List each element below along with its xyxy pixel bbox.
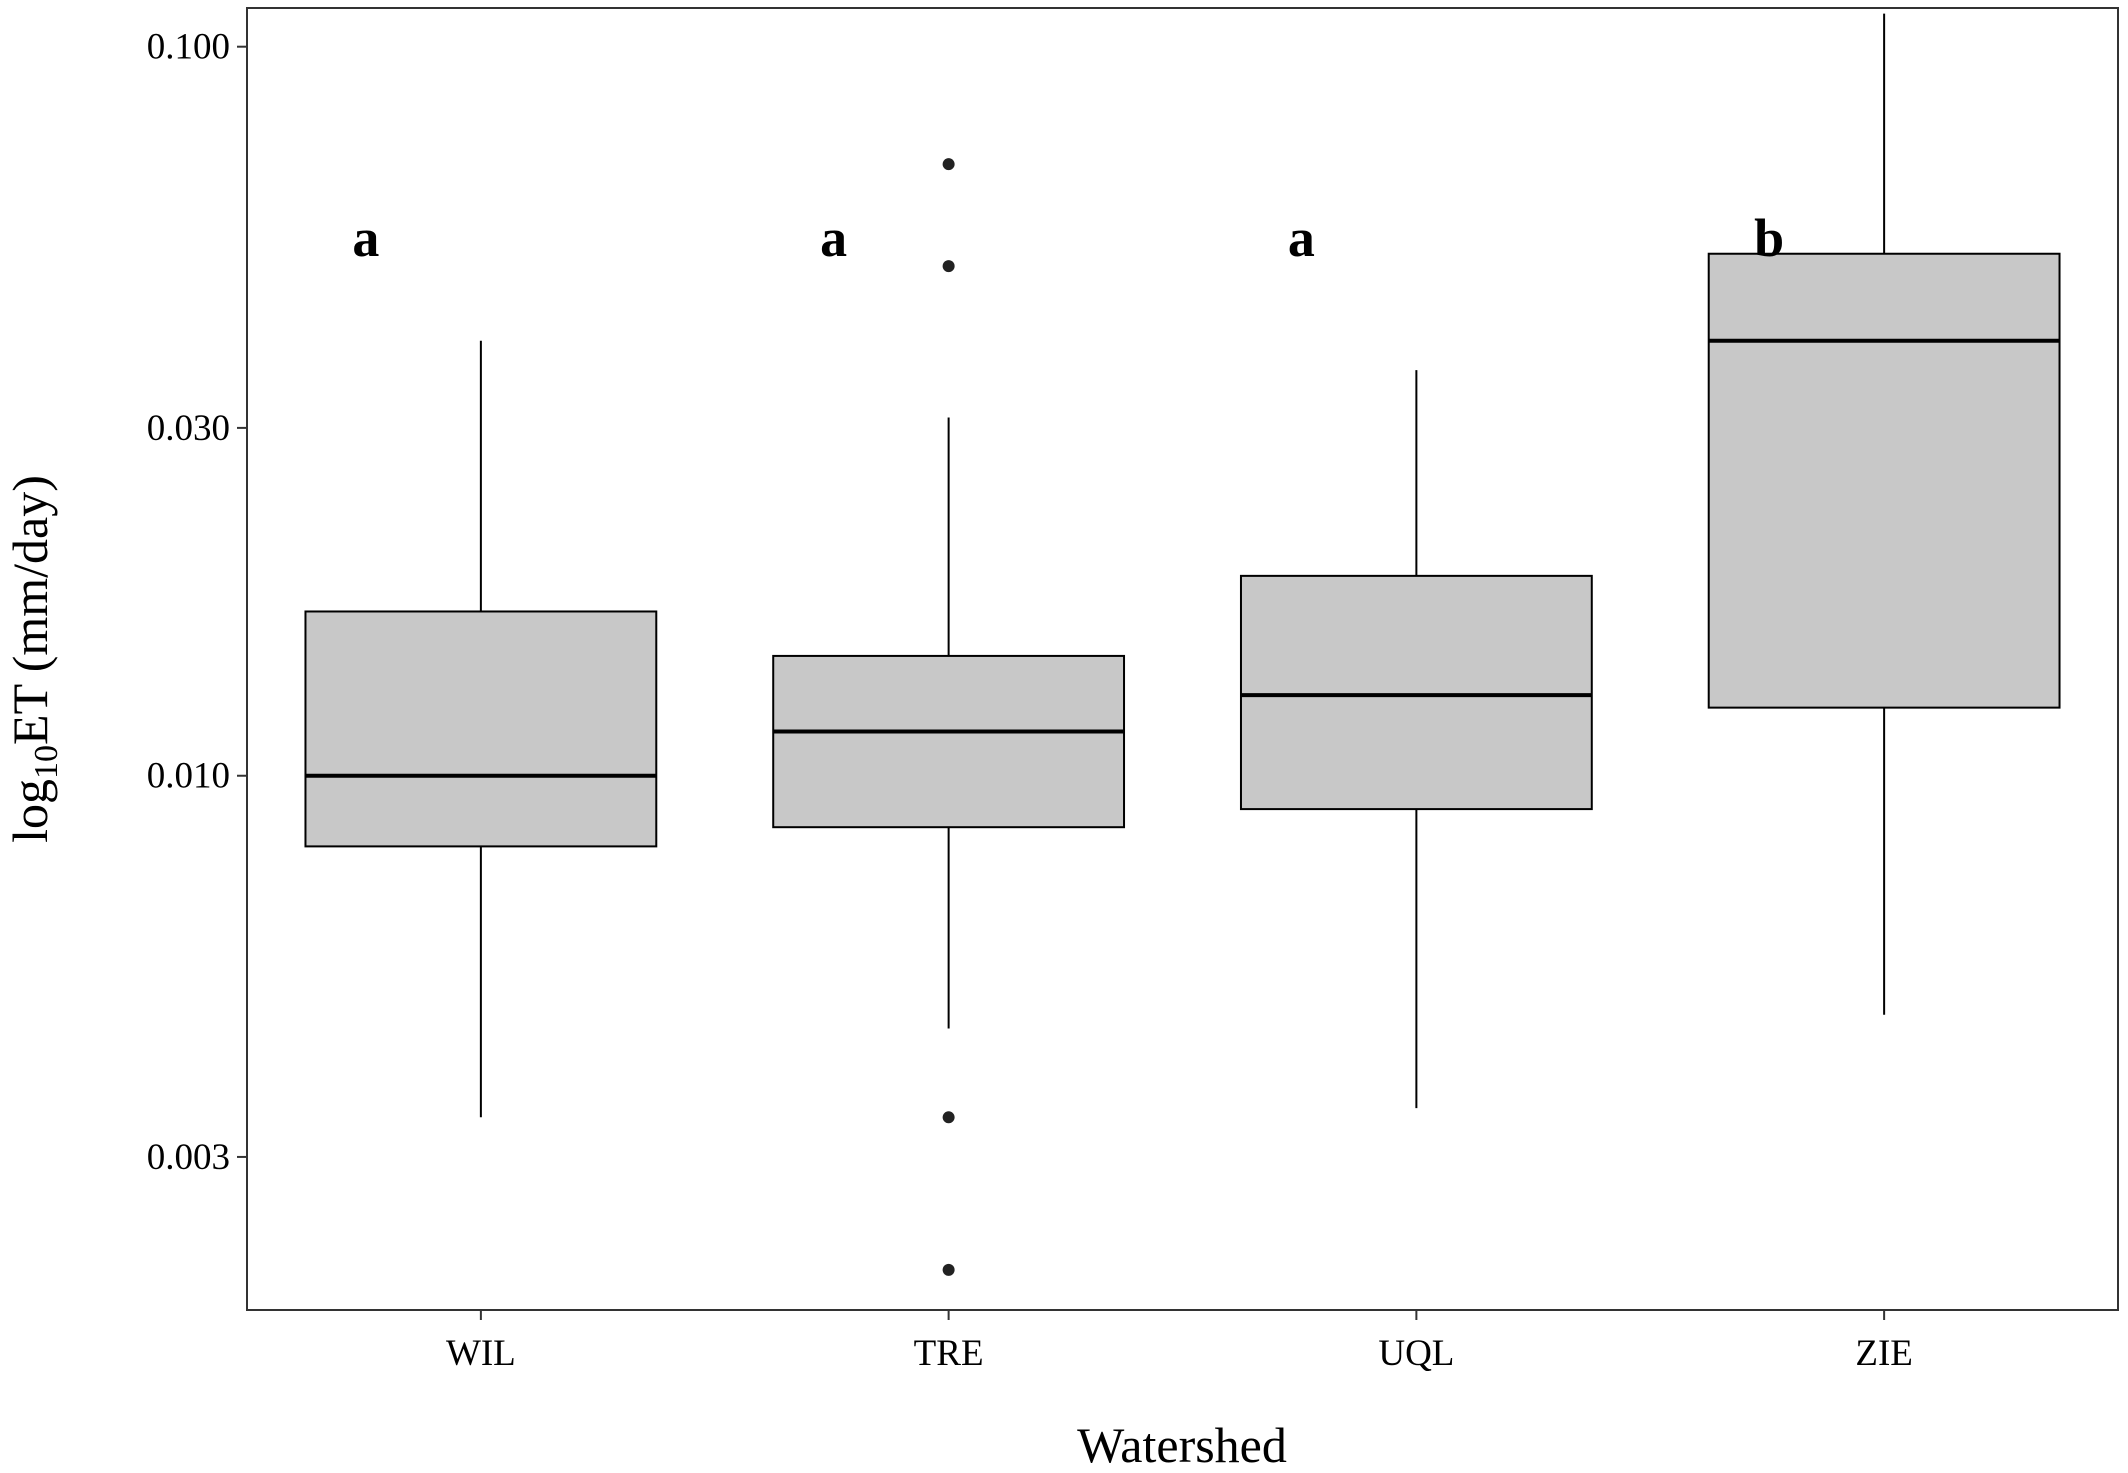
y-axis-title-subscript: 10 bbox=[28, 745, 65, 779]
y-axis: 0.003 0.010 0.030 0.100 bbox=[147, 27, 247, 1178]
y-axis-title: log10ET (mm/day) bbox=[2, 475, 65, 843]
group-letter: a bbox=[352, 208, 379, 268]
iqr-box bbox=[772, 654, 1126, 829]
iqr-box bbox=[1239, 574, 1593, 811]
x-axis: WIL TRE UQL ZIE bbox=[446, 1310, 1913, 1374]
iqr-box bbox=[304, 610, 658, 848]
x-tick-label: WIL bbox=[446, 1333, 516, 1374]
y-axis-title-prefix: log bbox=[2, 779, 58, 843]
iqr-box bbox=[1707, 252, 2061, 709]
outlier-point bbox=[942, 1263, 955, 1276]
y-axis-title-suffix: ET (mm/day) bbox=[2, 475, 58, 745]
outlier-point bbox=[942, 158, 955, 171]
group-letter: b bbox=[1754, 208, 1784, 268]
y-tick-label: 0.010 bbox=[147, 756, 230, 797]
outlier-point bbox=[942, 260, 955, 273]
box-zie bbox=[1707, 13, 2061, 1015]
x-tick-label: UQL bbox=[1378, 1333, 1454, 1374]
y-tick-label: 0.003 bbox=[147, 1137, 230, 1178]
box-uql bbox=[1239, 370, 1593, 1109]
x-tick-label: ZIE bbox=[1855, 1333, 1913, 1374]
boxes-layer bbox=[304, 13, 2061, 1276]
group-letter: a bbox=[1288, 208, 1315, 268]
x-axis-title: Watershed bbox=[1077, 1417, 1287, 1473]
box-wil bbox=[304, 340, 658, 1118]
group-letter: a bbox=[820, 208, 847, 268]
box-tre bbox=[772, 158, 1126, 1276]
y-tick-label: 0.100 bbox=[147, 27, 230, 68]
x-tick-label: TRE bbox=[914, 1333, 984, 1374]
y-tick-label: 0.030 bbox=[147, 408, 230, 449]
outlier-point bbox=[942, 1111, 955, 1124]
